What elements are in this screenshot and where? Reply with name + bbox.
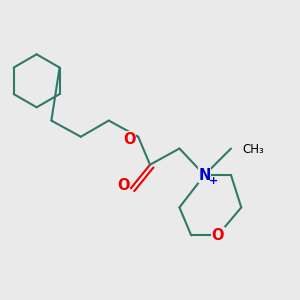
Text: O: O	[117, 178, 130, 193]
Text: O: O	[212, 228, 224, 243]
Text: CH₃: CH₃	[243, 143, 265, 157]
Text: +: +	[209, 176, 218, 186]
Text: N: N	[198, 167, 211, 182]
Text: O: O	[123, 132, 136, 147]
